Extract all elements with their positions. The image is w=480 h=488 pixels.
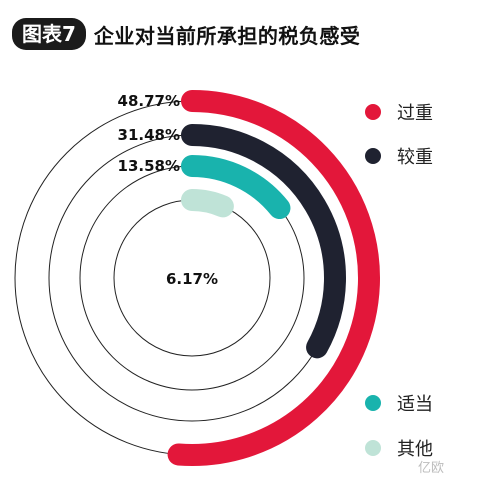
legend-swatch-3 xyxy=(365,395,381,411)
chart-header: 图表7 企业对当前所承担的税负感受 xyxy=(12,18,360,50)
radial-bars xyxy=(167,90,380,466)
value-labels: 48.77% 31.48% 13.58% 6.17% xyxy=(118,92,219,288)
radial-bar-2 xyxy=(181,124,346,359)
legend-label-1: 过重 xyxy=(397,103,433,124)
legend-swatch-2 xyxy=(365,148,381,164)
value-label-3: 13.58% xyxy=(118,157,180,175)
value-label-2: 31.48% xyxy=(118,126,180,144)
chart-title: 企业对当前所承担的税负感受 xyxy=(93,23,361,48)
radial-bar-1 xyxy=(167,90,380,466)
watermark-text: 亿欧 xyxy=(418,461,444,476)
legend-swatch-4 xyxy=(365,440,381,456)
value-label-1: 48.77% xyxy=(118,92,180,110)
legend-label-2: 较重 xyxy=(397,147,433,168)
figure-badge: 图表7 xyxy=(12,18,86,50)
legend-label-3: 适当 xyxy=(397,394,433,415)
radial-bar-4 xyxy=(181,189,234,218)
radial-bar-3 xyxy=(181,155,291,220)
value-label-4: 6.17% xyxy=(166,270,218,288)
legend-label-4: 其他 xyxy=(397,439,433,460)
legend-swatch-1 xyxy=(365,104,381,120)
